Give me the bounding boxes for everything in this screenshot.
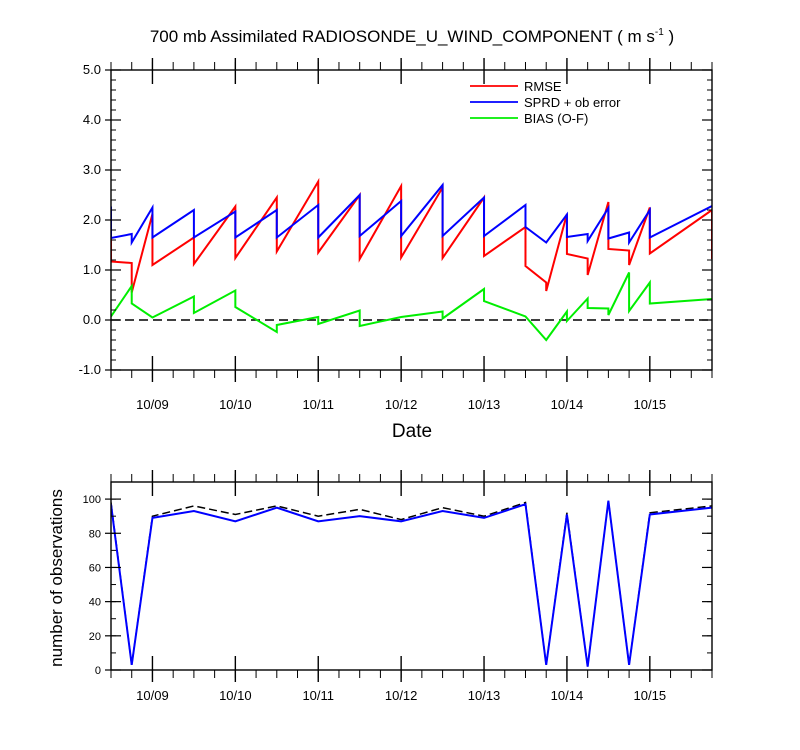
- y-tick-label: 2.0: [83, 212, 101, 227]
- y-tick-label: 1.0: [83, 262, 101, 277]
- chart-title-superscript: -1: [655, 27, 664, 38]
- y-tick-label: 40: [89, 597, 101, 609]
- series-line-possible-observations: [111, 500, 712, 667]
- plot-frame: [110, 69, 713, 371]
- x-tick-label: 10/12: [385, 688, 418, 703]
- chart-title-main: 700 mb Assimilated RADIOSONDE_U_WIND_COM…: [150, 27, 655, 46]
- chart-title: 700 mb Assimilated RADIOSONDE_U_WIND_COM…: [150, 27, 674, 46]
- series-line-bias-o-f: [111, 272, 712, 342]
- y-tick-label: 4.0: [83, 112, 101, 127]
- legend-label: SPRD + ob error: [524, 95, 621, 110]
- x-tick-label: 10/13: [468, 688, 501, 703]
- legend-label: RMSE: [524, 79, 562, 94]
- y-tick-label: 20: [89, 631, 101, 643]
- y-tick-label: 0: [95, 665, 101, 677]
- x-tick-label: 10/09: [136, 397, 169, 412]
- series-line-assimilated-observations: [111, 500, 712, 667]
- x-tick-label: 10/10: [219, 688, 252, 703]
- x-tick-label: 10/11: [302, 688, 334, 703]
- legend-label: BIAS (O-F): [524, 111, 588, 126]
- y-axis-label-bottom: number of observations: [47, 489, 66, 667]
- x-tick-label: 10/14: [551, 397, 584, 412]
- chart-title-close: ): [664, 27, 674, 46]
- bottom-panel: 0 20 40 60 80 100 10/09 10/10 10/11 10/12 10/13 10/…: [83, 470, 713, 703]
- y-tick-label: 3.0: [83, 162, 101, 177]
- x-tick-label: 10/15: [634, 397, 667, 412]
- y-tick-label: 5.0: [83, 62, 101, 77]
- y-tick-label: 0.0: [83, 312, 101, 327]
- x-axis-label: Date: [392, 421, 432, 442]
- x-tick-label: 10/13: [468, 397, 501, 412]
- x-tick-label: 10/11: [302, 397, 334, 412]
- x-tick-label: 10/10: [219, 397, 252, 412]
- x-tick-label: 10/12: [385, 397, 418, 412]
- series-line-sprd-ob-error: [111, 182, 712, 247]
- x-tick-label: 10/14: [551, 688, 584, 703]
- y-tick-label: -1.0: [79, 362, 101, 377]
- series-line-rmse: [111, 177, 712, 293]
- y-tick-label: 80: [89, 528, 101, 540]
- x-tick-label: 10/09: [136, 688, 169, 703]
- plot-frame: [110, 481, 713, 671]
- y-tick-label: 60: [89, 562, 101, 574]
- x-tick-label: 10/15: [634, 688, 667, 703]
- top-panel: -1.0 0.0 1.0 2.0 3.0 4.0 5.0 10/09 10/10 10/11 10/…: [79, 58, 713, 412]
- y-tick-label: 100: [83, 494, 101, 506]
